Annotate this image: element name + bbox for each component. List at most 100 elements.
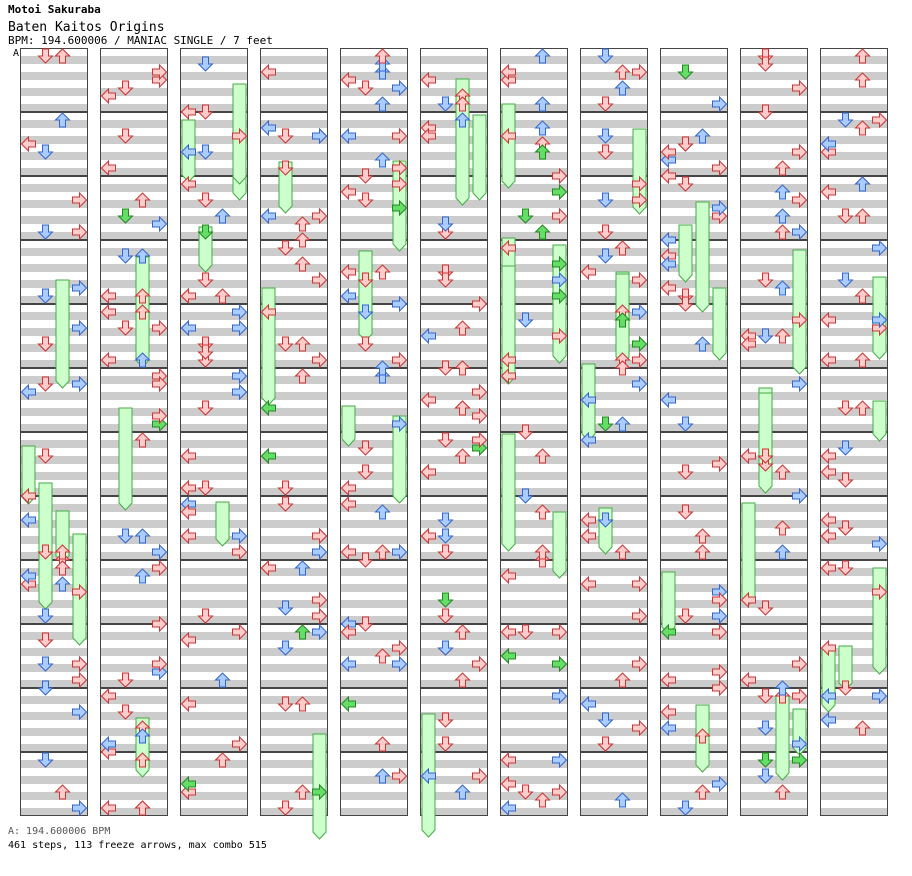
- up-arrow: [134, 192, 151, 208]
- left-arrow: [100, 287, 116, 305]
- right-arrow: [712, 775, 728, 793]
- measure: [420, 624, 488, 688]
- freeze-arrow: [501, 433, 516, 552]
- right-arrow: [712, 679, 728, 697]
- right-arrow: [632, 351, 648, 369]
- right-arrow: [792, 79, 808, 97]
- left-arrow: [580, 511, 596, 529]
- up-arrow: [534, 48, 551, 64]
- down-arrow: [197, 104, 214, 120]
- right-arrow: [552, 183, 568, 201]
- left-arrow: [740, 671, 756, 689]
- right-arrow: [232, 367, 248, 385]
- left-arrow: [500, 351, 516, 369]
- right-arrow: [472, 295, 488, 313]
- freeze-arrow: [758, 392, 773, 494]
- up-arrow: [694, 544, 711, 560]
- measure: [20, 48, 88, 112]
- up-arrow: [614, 64, 631, 80]
- up-arrow: [374, 360, 391, 376]
- measure: [100, 496, 168, 560]
- left-arrow: [660, 231, 676, 249]
- left-arrow: [340, 543, 356, 561]
- right-arrow: [72, 655, 88, 673]
- left-arrow: [660, 623, 676, 641]
- right-arrow: [472, 383, 488, 401]
- down-arrow: [757, 720, 774, 736]
- measure: [580, 496, 648, 560]
- up-arrow: [214, 208, 231, 224]
- right-arrow: [72, 671, 88, 689]
- left-arrow: [100, 87, 116, 105]
- down-arrow: [37, 448, 54, 464]
- right-arrow: [72, 375, 88, 393]
- down-arrow: [837, 560, 854, 576]
- right-arrow: [552, 655, 568, 673]
- measure: [740, 368, 808, 432]
- down-arrow: [837, 208, 854, 224]
- down-arrow: [437, 360, 454, 376]
- left-arrow: [820, 351, 836, 369]
- down-arrow: [197, 192, 214, 208]
- down-arrow: [437, 96, 454, 112]
- left-arrow: [500, 647, 516, 665]
- left-arrow: [340, 695, 356, 713]
- down-arrow: [597, 48, 614, 64]
- down-arrow: [677, 64, 694, 80]
- right-arrow: [712, 623, 728, 641]
- right-arrow: [632, 375, 648, 393]
- up-arrow: [374, 504, 391, 520]
- measure: [180, 688, 248, 752]
- right-arrow: [392, 79, 408, 97]
- up-arrow: [694, 336, 711, 352]
- right-arrow: [152, 63, 168, 81]
- down-arrow: [677, 136, 694, 152]
- right-arrow: [552, 255, 568, 273]
- down-arrow: [597, 128, 614, 144]
- left-arrow: [340, 495, 356, 513]
- right-arrow: [632, 719, 648, 737]
- up-arrow: [694, 128, 711, 144]
- up-arrow: [854, 720, 871, 736]
- right-arrow: [392, 415, 408, 433]
- up-arrow: [214, 288, 231, 304]
- up-arrow: [614, 672, 631, 688]
- down-arrow: [357, 552, 374, 568]
- down-arrow: [117, 320, 134, 336]
- down-arrow: [837, 520, 854, 536]
- left-arrow: [340, 623, 356, 641]
- measure: [500, 560, 568, 624]
- measure: [180, 560, 248, 624]
- right-arrow: [712, 95, 728, 113]
- down-arrow: [517, 208, 534, 224]
- up-arrow: [54, 112, 71, 128]
- measure: [740, 432, 808, 496]
- right-arrow: [312, 543, 328, 561]
- down-arrow: [597, 416, 614, 432]
- right-arrow: [152, 319, 168, 337]
- right-arrow: [152, 407, 168, 425]
- left-arrow: [500, 127, 516, 145]
- up-arrow: [214, 752, 231, 768]
- measure: [180, 176, 248, 240]
- left-arrow: [20, 567, 36, 585]
- down-arrow: [37, 608, 54, 624]
- up-arrow: [454, 96, 471, 112]
- down-arrow: [437, 640, 454, 656]
- up-arrow: [454, 400, 471, 416]
- up-arrow: [614, 792, 631, 808]
- measure: [420, 560, 488, 624]
- left-arrow: [820, 463, 836, 481]
- left-arrow: [260, 447, 276, 465]
- up-arrow: [294, 368, 311, 384]
- right-arrow: [712, 159, 728, 177]
- up-arrow: [454, 672, 471, 688]
- down-arrow: [197, 344, 214, 360]
- up-arrow: [694, 528, 711, 544]
- freeze-arrow: [792, 249, 807, 375]
- right-arrow: [232, 303, 248, 321]
- down-arrow: [117, 208, 134, 224]
- section-marker: A: [13, 48, 20, 59]
- measure: [260, 432, 328, 496]
- down-arrow: [757, 448, 774, 464]
